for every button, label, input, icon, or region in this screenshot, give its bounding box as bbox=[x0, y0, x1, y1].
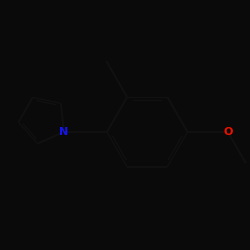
Text: O: O bbox=[223, 127, 232, 137]
Text: N: N bbox=[59, 127, 69, 137]
